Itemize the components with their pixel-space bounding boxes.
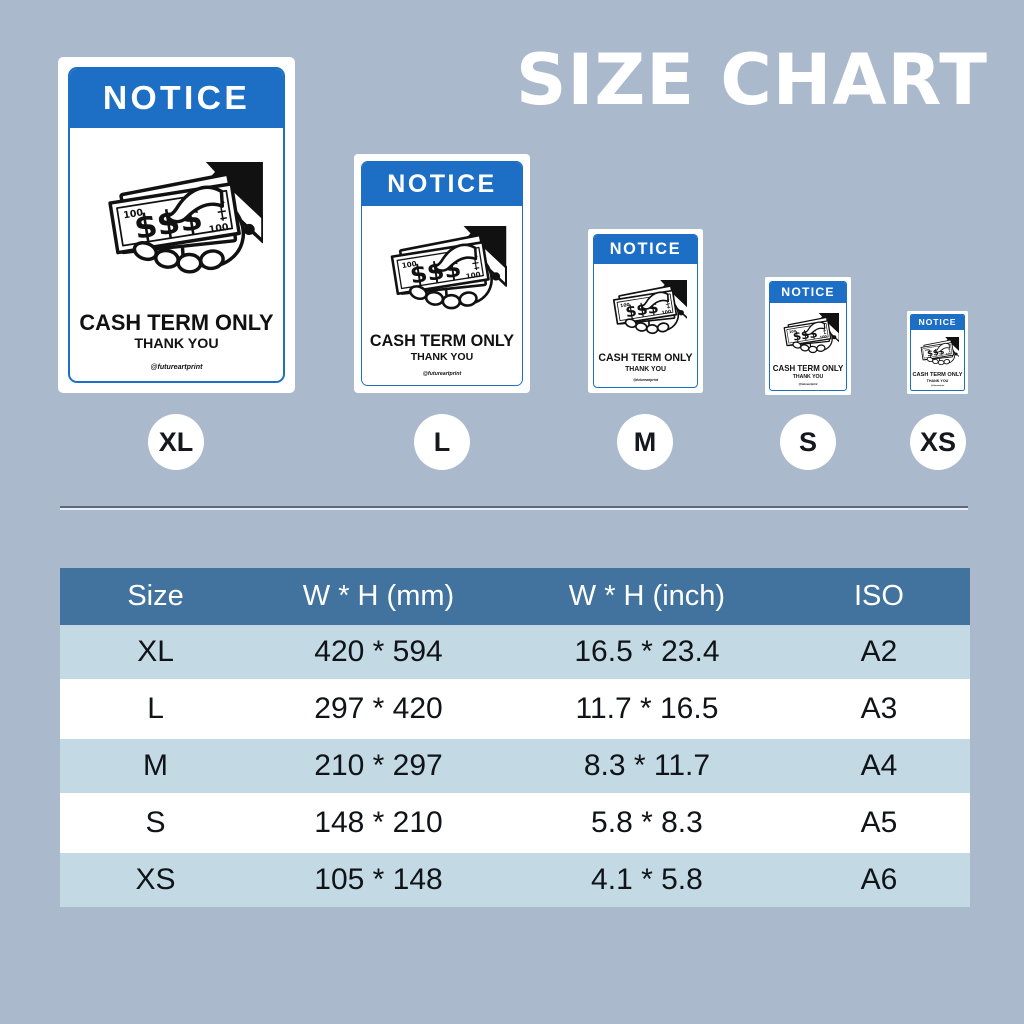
size-table: Size W * H (mm) W * H (inch) ISO XL 420 *… (60, 568, 970, 907)
sign-border: NOTICE CASH TERM ONLY THANK YOU @futurea… (67, 66, 286, 384)
section-divider (60, 506, 968, 508)
table-cell: XS (135, 863, 176, 896)
column-header-size: Size (60, 568, 252, 625)
sign-credit: @futureartprint (798, 383, 818, 387)
sign-text-block: CASH TERM ONLY THANK YOU @futureartprint (362, 331, 521, 385)
column-header-inch: W * H (inch) (505, 568, 788, 625)
table-cell: 16.5 * 23.4 (574, 635, 720, 668)
size-table-header: Size W * H (mm) W * H (inch) ISO (60, 568, 970, 625)
sign-line2: THANK YOU (926, 379, 949, 384)
table-cell: 297 * 420 (314, 692, 443, 725)
sign-art-area (770, 303, 847, 365)
sign-header-label: NOTICE (609, 240, 682, 259)
column-header-iso: ISO (787, 568, 970, 625)
sign-header-band: NOTICE (593, 234, 698, 264)
table-cell: M (143, 749, 169, 782)
sign-header-label: NOTICE (387, 169, 497, 198)
sign-credit: @futureartprint (422, 371, 462, 378)
sign-border: NOTICE CASH TERM ONLY THANK YOU @futurea… (768, 280, 848, 392)
sign-line1: CASH TERM ONLY (598, 352, 693, 365)
table-cell: 11.7 * 16.5 (575, 692, 719, 725)
sign-text-block: CASH TERM ONLY THANK YOU @futureartprint (594, 353, 697, 387)
size-badge-l: L (414, 414, 470, 470)
sign-header-label: NOTICE (781, 285, 835, 300)
notice-sign-s: NOTICE CASH TERM ONLY THANK YOU @futurea… (765, 277, 851, 395)
sign-art-area (362, 206, 521, 332)
table-cell: XL (137, 635, 174, 668)
sign-line2: THANK YOU (792, 373, 824, 380)
table-row: L 297 * 420 11.7 * 16.5 A3 (60, 680, 970, 738)
table-cell: L (147, 692, 164, 725)
table-cell: 8.3 * 11.7 (583, 749, 711, 782)
sign-credit: @futureartprint (632, 378, 659, 383)
table-cell: 148 * 210 (314, 806, 443, 839)
sign-text-block: CASH TERM ONLY THANK YOU @futureartprint (70, 309, 283, 381)
notice-sign-xl: NOTICE CASH TERM ONLY THANK YOU @futurea… (58, 57, 295, 393)
hand-giving-cash-icon (108, 162, 263, 274)
size-table-body: XL 420 * 594 16.5 * 23.4 A2 L 297 * 420 11.7 *… (60, 625, 970, 907)
table-row: XL 420 * 594 16.5 * 23.4 A2 (60, 625, 970, 681)
sign-line1: CASH TERM ONLY (79, 309, 274, 335)
sign-art-area (594, 264, 697, 354)
table-cell: A6 (860, 863, 898, 896)
notice-sign-m: NOTICE CASH TERM ONLY THANK YOU @futurea… (588, 229, 703, 393)
size-badge-xs: XS (910, 414, 966, 470)
table-cell: 420 * 594 (314, 635, 443, 668)
table-cell: S (145, 806, 166, 839)
sign-text-block: CASH TERM ONLY THANK YOU @futureartprint (911, 372, 965, 390)
sign-line1: CASH TERM ONLY (369, 331, 515, 350)
table-row: XS 105 * 148 4.1 * 5.8 A6 (60, 851, 970, 907)
sign-line2: THANK YOU (134, 336, 219, 353)
sign-header-band: NOTICE (69, 68, 284, 129)
sign-art-area (70, 128, 283, 311)
hand-giving-cash-icon (920, 336, 960, 365)
sign-header-label: NOTICE (102, 79, 251, 117)
table-cell: 4.1 * 5.8 (591, 863, 703, 896)
sign-line2: THANK YOU (625, 366, 666, 374)
table-row: S 148 * 210 5.8 * 8.3 A5 (60, 794, 970, 852)
sign-header-band: NOTICE (910, 314, 965, 330)
page-title: SIZE CHART (516, 39, 989, 121)
sign-text-block: CASH TERM ONLY THANK YOU @futureartprint (770, 363, 847, 390)
table-cell: 5.8 * 8.3 (591, 806, 703, 839)
table-cell: A4 (860, 749, 898, 782)
hand-giving-cash-icon (783, 313, 840, 354)
sign-line1: CASH TERM ONLY (912, 372, 963, 379)
size-badge-s: S (780, 414, 836, 470)
notice-sign-xs: NOTICE CASH TERM ONLY THANK YOU @futurea… (907, 311, 968, 394)
table-cell: A2 (860, 635, 898, 668)
sign-header-band: NOTICE (769, 281, 847, 304)
sign-art-area (911, 330, 965, 373)
sign-header-band: NOTICE (362, 162, 522, 207)
table-row: M 210 * 297 8.3 * 11.7 A4 (60, 737, 970, 795)
sign-credit: @futureartprint (930, 385, 945, 388)
hand-giving-cash-icon (612, 280, 688, 335)
notice-sign-l: NOTICE CASH TERM ONLY THANK YOU @futurea… (354, 154, 530, 393)
table-cell: A3 (860, 692, 898, 725)
table-cell: 105 * 148 (314, 863, 443, 896)
sign-header-label: NOTICE (918, 316, 957, 327)
sign-credit: @futureartprint (150, 363, 203, 372)
size-badge-m: M (617, 414, 673, 470)
table-cell: A5 (860, 806, 898, 839)
column-header-mm: W * H (mm) (251, 568, 506, 625)
sign-border: NOTICE CASH TERM ONLY THANK YOU @futurea… (909, 313, 966, 392)
hand-giving-cash-icon (391, 226, 507, 311)
sign-line1: CASH TERM ONLY (772, 363, 844, 373)
sign-line2: THANK YOU (410, 351, 474, 364)
sign-border: NOTICE CASH TERM ONLY THANK YOU @futurea… (592, 233, 699, 389)
sign-border: NOTICE CASH TERM ONLY THANK YOU @futurea… (361, 161, 523, 386)
size-badge-xl: XL (148, 414, 204, 470)
table-cell: 210 * 297 (314, 749, 443, 782)
